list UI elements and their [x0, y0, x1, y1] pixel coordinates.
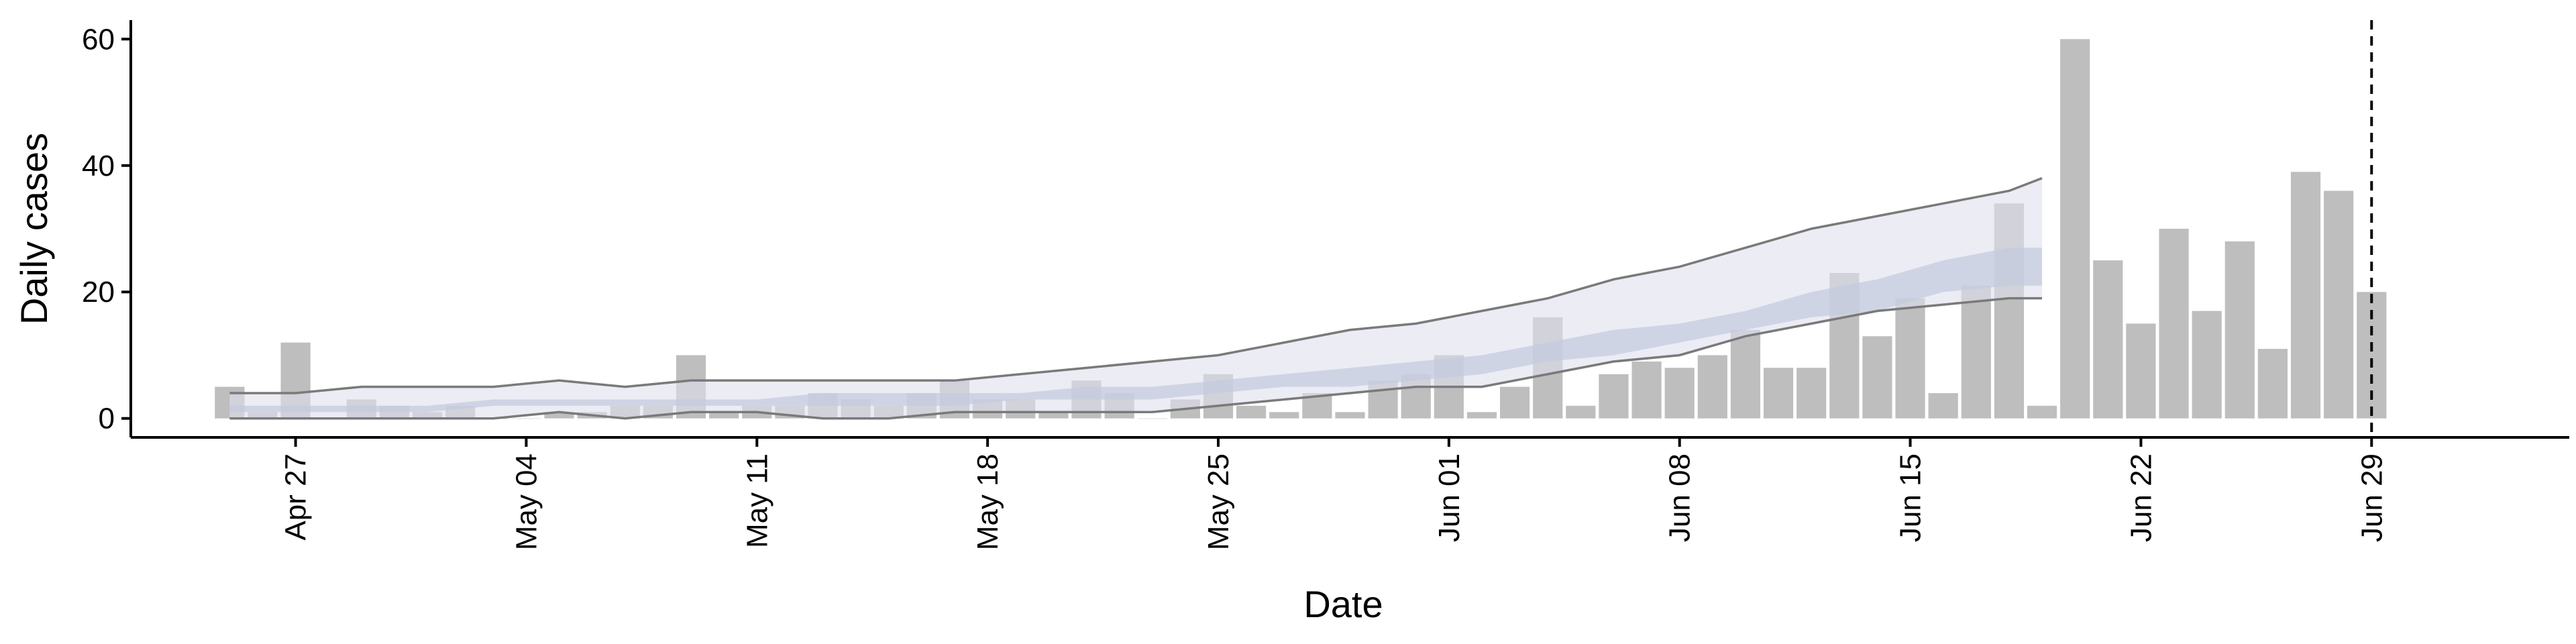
axes: [129, 20, 2569, 439]
case-bar: [1763, 368, 1794, 419]
x-tick-label: May 25: [1202, 453, 1235, 550]
x-tick-label: Jun 01: [1433, 453, 1466, 542]
x-tick-label: May 11: [741, 453, 773, 548]
case-bar: [1664, 368, 1695, 419]
case-bar: [1895, 298, 1925, 419]
lower-interval-line: [229, 297, 2043, 420]
case-bar: [1335, 412, 1365, 419]
y-axis-ticks: 0 20 40 60: [82, 23, 131, 435]
case-bar: [2224, 241, 2255, 419]
case-bar: [2060, 39, 2090, 419]
y-tick-label: 0: [99, 402, 115, 435]
case-bar: [1730, 329, 1761, 419]
case-bar: [1862, 336, 1892, 419]
x-axis-title: Date: [1303, 583, 1383, 625]
outer-interval-band: [229, 178, 2043, 419]
y-tick-label: 60: [82, 23, 115, 56]
case-bar: [2192, 311, 2222, 419]
x-axis-ticks: Apr 27 May 04 May 11 May 18 May 25 Jun 01 Jun …: [280, 437, 2388, 550]
case-bar: [1466, 412, 1497, 419]
case-bar: [1269, 412, 1299, 419]
inner-interval-band: [229, 248, 2043, 413]
x-tick-label: Jun 22: [2125, 453, 2157, 542]
y-axis-title: Daily cases: [13, 133, 55, 325]
case-bar: [2126, 323, 2156, 419]
y-tick-label: 20: [82, 276, 115, 309]
case-bar: [1796, 368, 1827, 419]
case-bar: [2093, 260, 2123, 419]
upper-interval-line: [229, 176, 2043, 394]
case-bar: [2027, 405, 2057, 419]
case-bar: [1631, 361, 1662, 419]
case-bar: [1697, 355, 1727, 419]
case-bar: [1928, 393, 1958, 419]
case-bar: [544, 412, 574, 419]
x-tick-label: Jun 29: [2355, 453, 2388, 542]
case-bar: [1038, 412, 1069, 419]
case-bar: [2290, 172, 2321, 419]
case-bar: [1566, 405, 1596, 419]
x-tick-label: Jun 15: [1894, 453, 1927, 542]
x-tick-label: Jun 08: [1664, 453, 1697, 542]
case-bar: [1961, 285, 1991, 419]
daily-case-bars: [215, 39, 2387, 420]
case-bar: [1599, 374, 1629, 419]
case-bar: [2159, 229, 2189, 419]
case-bar: [709, 412, 739, 419]
case-bar: [2257, 349, 2288, 419]
case-bar: [1236, 405, 1267, 419]
x-tick-label: Apr 27: [280, 453, 313, 541]
x-tick-label: May 04: [510, 453, 543, 550]
x-tick-label: May 18: [971, 453, 1004, 550]
case-bar: [2324, 191, 2354, 419]
y-tick-label: 40: [82, 150, 115, 182]
case-bar: [1500, 386, 1530, 419]
